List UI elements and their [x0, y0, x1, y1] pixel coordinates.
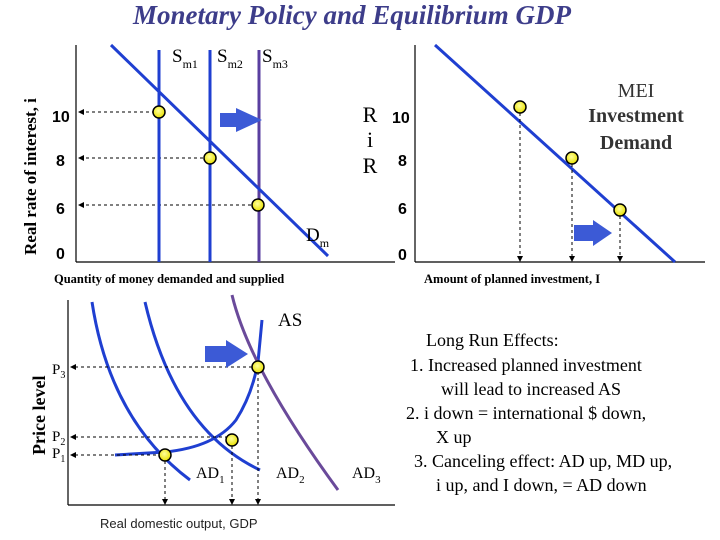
money-equilibrium-dot-1 — [152, 105, 166, 119]
investment-dot-3 — [613, 203, 627, 217]
supply-label-sm3: Sm3 — [262, 46, 288, 71]
ad2-curve — [143, 301, 261, 472]
investment-dot-2 — [565, 151, 579, 165]
ad-as-dot-p2 — [225, 433, 239, 447]
money-tick-6: 6 — [56, 201, 65, 218]
investment-tick-8: 8 — [398, 153, 407, 170]
as-curve — [114, 319, 264, 457]
money-equilibrium-dot-2 — [203, 151, 217, 165]
investment-tick-6: 6 — [398, 201, 407, 218]
notes-line-1: 1. Increased planned investment — [410, 355, 642, 375]
supply-label-sm2: Sm2 — [217, 46, 243, 71]
money-market-guides — [80, 111, 258, 206]
investment-market-graph: R i R 10 8 6 0 MEI Investment — [363, 43, 705, 286]
ad3-label: AD3 — [352, 465, 381, 486]
money-market-y-axis-label: Real rate of interest, i — [21, 98, 40, 255]
mei-label-line-2: Investment — [588, 105, 684, 127]
mei-label-line-3: Demand — [600, 132, 672, 154]
price-tick-p2: P2 — [52, 429, 65, 448]
money-supply-shift-arrow — [220, 108, 262, 132]
money-market-graph: Real rate of interest, i 10 8 6 0 Sm1 Sm — [21, 43, 395, 286]
ad-as-dot-p3 — [251, 360, 265, 374]
notes-line-4: X up — [436, 427, 472, 447]
price-tick-p3: P3 — [52, 362, 65, 381]
ad-as-guide-arrowheads — [70, 364, 261, 505]
notes-heading: Long Run Effects: — [426, 330, 559, 350]
notes-line-2: will lead to increased AS — [441, 379, 621, 399]
price-tick-p1: P1 — [52, 446, 65, 465]
investment-x-axis-label: Amount of planned investment, I — [424, 272, 600, 286]
money-tick-8: 8 — [56, 153, 65, 170]
rr-letter-2: i — [367, 127, 373, 152]
investment-tick-0: 0 — [398, 247, 407, 264]
ad1-label: AD1 — [196, 465, 225, 486]
notes-line-6: i up, and I down, = AD down — [436, 475, 647, 495]
money-tick-10: 10 — [52, 109, 70, 126]
demand-label-dm: Dm — [306, 225, 330, 250]
investment-guides — [519, 107, 621, 258]
notes-line-3: 2. i down = international $ down, — [406, 403, 646, 423]
as-label: AS — [278, 310, 302, 331]
ad-shift-arrow — [205, 340, 248, 368]
notes-line-5: 3. Canceling effect: AD up, MD up, — [414, 451, 672, 471]
ad2-label: AD2 — [276, 465, 305, 486]
money-market-guide-arrowheads — [78, 109, 84, 208]
money-equilibrium-dot-3 — [251, 198, 265, 212]
investment-tick-10: 10 — [392, 110, 410, 127]
ad-as-dot-p1 — [158, 448, 172, 462]
money-demand-curve — [109, 43, 330, 258]
rr-letter-1: R — [363, 102, 378, 127]
ad-as-graph: Price level — [29, 294, 395, 531]
ad-as-x-axis-label: Real domestic output, GDP — [100, 516, 258, 531]
money-market-x-axis-label: Quantity of money demanded and supplied — [54, 272, 284, 286]
investment-dot-1 — [513, 100, 527, 114]
money-tick-0: 0 — [56, 246, 65, 263]
rr-letter-3: R — [363, 153, 378, 178]
ad3-curve — [230, 294, 340, 491]
supply-label-sm1: Sm1 — [172, 46, 198, 71]
mei-curve — [433, 43, 677, 264]
mei-label-line-1: MEI — [618, 80, 655, 102]
ad1-curve — [90, 301, 191, 482]
page-title: Monetary Policy and Equilibrium GDP — [132, 0, 572, 30]
investment-shift-arrow — [574, 220, 612, 246]
ad-as-y-axis-label: Price level — [29, 376, 49, 455]
long-run-effects-notes: Long Run Effects: 1. Increased planned i… — [406, 330, 672, 495]
investment-guide-arrowheads — [517, 256, 623, 262]
